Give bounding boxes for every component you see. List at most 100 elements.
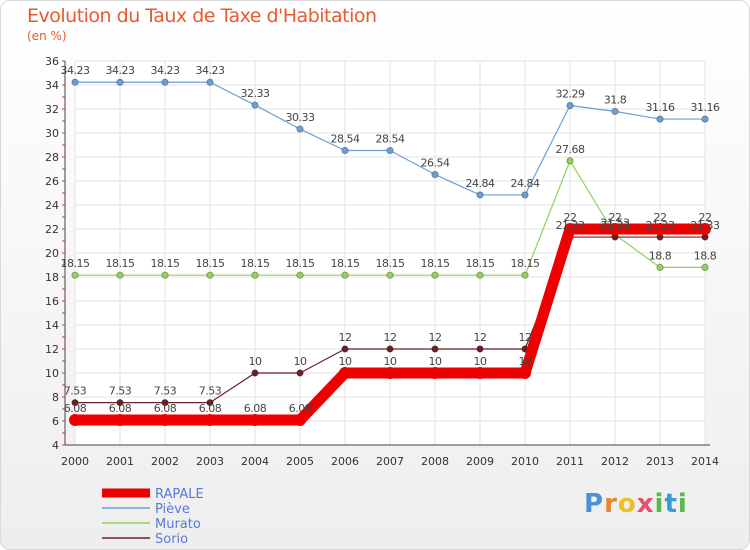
data-label: 34.23 bbox=[106, 64, 135, 77]
data-label: 7.53 bbox=[109, 385, 132, 398]
data-label: 24.84 bbox=[466, 177, 495, 190]
y-tick-label: 30 bbox=[45, 127, 59, 140]
data-point bbox=[341, 146, 349, 155]
y-tick-label: 24 bbox=[45, 199, 59, 212]
data-label: 7.53 bbox=[64, 385, 87, 398]
legend-label-murato: Murato bbox=[155, 517, 201, 532]
data-label: 27.68 bbox=[556, 143, 585, 156]
data-label: 18.8 bbox=[694, 249, 717, 262]
data-label: 28.54 bbox=[331, 133, 360, 146]
data-point bbox=[116, 271, 124, 279]
y-tick-label: 16 bbox=[45, 295, 59, 308]
data-point bbox=[296, 271, 304, 279]
data-point bbox=[521, 191, 529, 199]
y-tick-label: 18 bbox=[45, 271, 59, 284]
data-point bbox=[386, 345, 394, 353]
data-label: 10 bbox=[339, 355, 352, 368]
data-label: 34.23 bbox=[61, 64, 90, 77]
data-point bbox=[206, 399, 214, 407]
data-point bbox=[161, 399, 169, 407]
data-label: 6.08 bbox=[199, 402, 222, 415]
chart-subtitle: (en %) bbox=[27, 29, 67, 43]
data-point bbox=[71, 399, 79, 407]
data-label: 6.08 bbox=[289, 402, 312, 415]
data-label: 10 bbox=[474, 355, 487, 368]
x-tick-label: 2008 bbox=[421, 455, 449, 468]
x-tick-label: 2000 bbox=[61, 455, 89, 468]
data-label: 10 bbox=[384, 355, 397, 368]
data-label: 34.23 bbox=[151, 64, 180, 77]
data-point bbox=[431, 345, 439, 353]
data-point bbox=[566, 157, 574, 165]
data-point bbox=[476, 345, 484, 353]
data-point bbox=[656, 263, 664, 271]
x-tick-label: 2007 bbox=[376, 455, 404, 468]
data-label: 12 bbox=[384, 331, 397, 344]
data-point bbox=[431, 271, 439, 279]
data-point bbox=[476, 191, 484, 199]
data-label: 12 bbox=[429, 331, 442, 344]
data-point bbox=[71, 271, 79, 279]
data-point bbox=[161, 78, 169, 86]
data-label: 32.29 bbox=[556, 88, 585, 101]
data-label: 21.33 bbox=[691, 219, 720, 232]
y-tick-label: 36 bbox=[45, 55, 59, 68]
x-tick-label: 2003 bbox=[196, 455, 224, 468]
data-point bbox=[476, 271, 484, 279]
y-tick-label: 10 bbox=[45, 367, 59, 380]
y-tick-label: 6 bbox=[52, 415, 59, 428]
y-tick-label: 12 bbox=[45, 343, 59, 356]
data-point bbox=[341, 271, 349, 279]
data-point bbox=[611, 107, 619, 116]
data-label: 21.53 bbox=[601, 217, 630, 230]
y-tick-label: 32 bbox=[45, 103, 59, 116]
data-label: 10 bbox=[249, 355, 262, 368]
data-point bbox=[386, 146, 394, 155]
y-tick-label: 8 bbox=[52, 391, 59, 404]
data-point bbox=[69, 414, 81, 427]
y-tick-label: 28 bbox=[45, 151, 59, 164]
data-point bbox=[656, 115, 664, 123]
data-point bbox=[609, 223, 621, 235]
data-label: 6.08 bbox=[244, 402, 267, 415]
y-tick-label: 22 bbox=[45, 223, 59, 236]
data-point bbox=[249, 414, 261, 427]
data-point bbox=[339, 367, 351, 379]
legend-label-sorio: Sorio bbox=[155, 532, 188, 547]
data-point bbox=[341, 345, 349, 353]
data-point bbox=[474, 367, 486, 379]
data-label: 10 bbox=[519, 355, 532, 368]
data-label: 22 bbox=[654, 211, 667, 224]
x-tick-label: 2013 bbox=[646, 455, 674, 468]
data-label: 18.15 bbox=[61, 257, 90, 270]
data-point bbox=[294, 414, 306, 427]
data-point bbox=[699, 223, 711, 235]
data-label: 12 bbox=[339, 331, 352, 344]
x-tick-label: 2009 bbox=[466, 455, 494, 468]
data-label: 7.53 bbox=[199, 385, 222, 398]
data-point bbox=[116, 399, 124, 407]
data-label: 18.8 bbox=[649, 249, 672, 262]
data-point bbox=[159, 414, 171, 427]
data-point bbox=[384, 367, 396, 379]
y-tick-label: 4 bbox=[52, 439, 59, 452]
data-label: 18.15 bbox=[421, 257, 450, 270]
data-label: 10 bbox=[429, 355, 442, 368]
data-label: 31.8 bbox=[604, 93, 627, 106]
data-point bbox=[116, 78, 124, 86]
data-label: 31.16 bbox=[691, 101, 720, 114]
data-label: 24.84 bbox=[511, 177, 540, 190]
x-tick-label: 2004 bbox=[241, 455, 269, 468]
data-label: 21.33 bbox=[601, 219, 630, 232]
data-point bbox=[701, 115, 709, 123]
y-tick-label: 34 bbox=[45, 79, 59, 92]
data-label: 31.16 bbox=[646, 101, 675, 114]
data-point bbox=[206, 271, 214, 279]
data-label: 18.15 bbox=[106, 257, 135, 270]
data-label: 18.15 bbox=[286, 257, 315, 270]
data-label: 10 bbox=[294, 355, 307, 368]
data-label: 32.33 bbox=[241, 87, 270, 100]
data-label: 6.08 bbox=[109, 402, 132, 415]
data-label: 18.15 bbox=[511, 257, 540, 270]
